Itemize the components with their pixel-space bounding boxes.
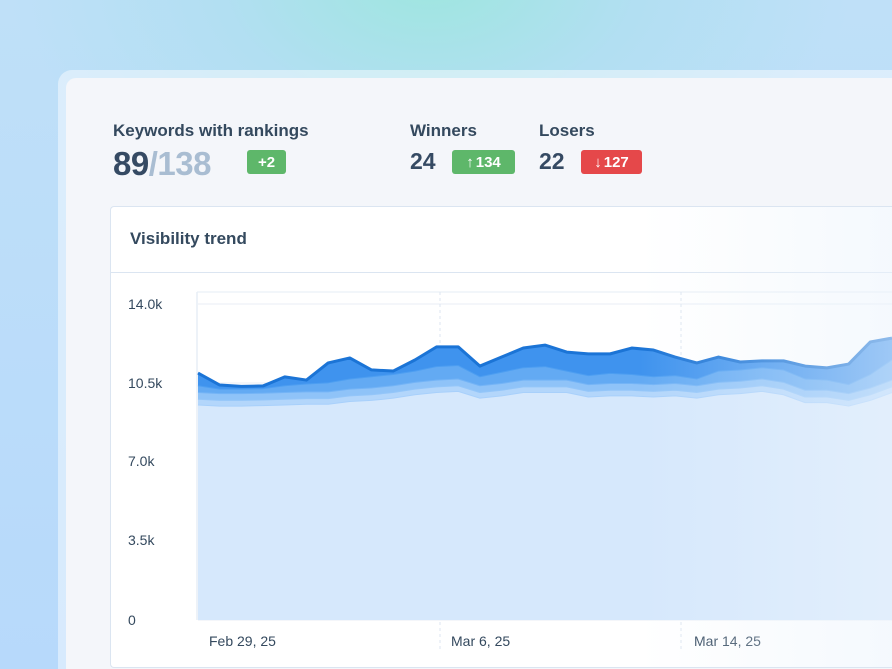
y-tick-label: 10.5k [128, 375, 163, 391]
winners-change: 134 [475, 153, 501, 171]
x-tick-label: Mar 6, 25 [451, 633, 511, 649]
y-tick-label: 0 [128, 612, 136, 628]
area-series-1 [198, 390, 892, 620]
losers-change: 127 [603, 153, 629, 171]
keywords-count: 89/138 [113, 145, 211, 183]
y-tick-label: 3.5k [128, 532, 155, 548]
y-tick-label: 7.0k [128, 453, 155, 469]
losers-count: 22 [539, 148, 565, 174]
winners-count: 24 [410, 148, 436, 174]
keywords-total: /138 [148, 145, 212, 182]
winners-change-badge: ↑ 134 [452, 150, 515, 174]
arrow-up-icon: ↑ [466, 153, 474, 171]
area-series-5 [198, 338, 892, 389]
losers-label: Losers [539, 121, 595, 140]
card-divider [111, 272, 892, 273]
keywords-label: Keywords with rankings [113, 121, 309, 140]
winners-label: Winners [410, 121, 477, 140]
arrow-down-icon: ↓ [594, 153, 602, 171]
keywords-change-badge: +2 [247, 150, 286, 174]
y-tick-label: 14.0k [128, 296, 163, 312]
x-tick-label: Feb 29, 25 [209, 633, 276, 649]
area-series-4 [198, 359, 892, 394]
chart-title: Visibility trend [130, 229, 247, 248]
keywords-ranked: 89 [113, 145, 149, 182]
losers-change-badge: ↓ 127 [581, 150, 642, 174]
